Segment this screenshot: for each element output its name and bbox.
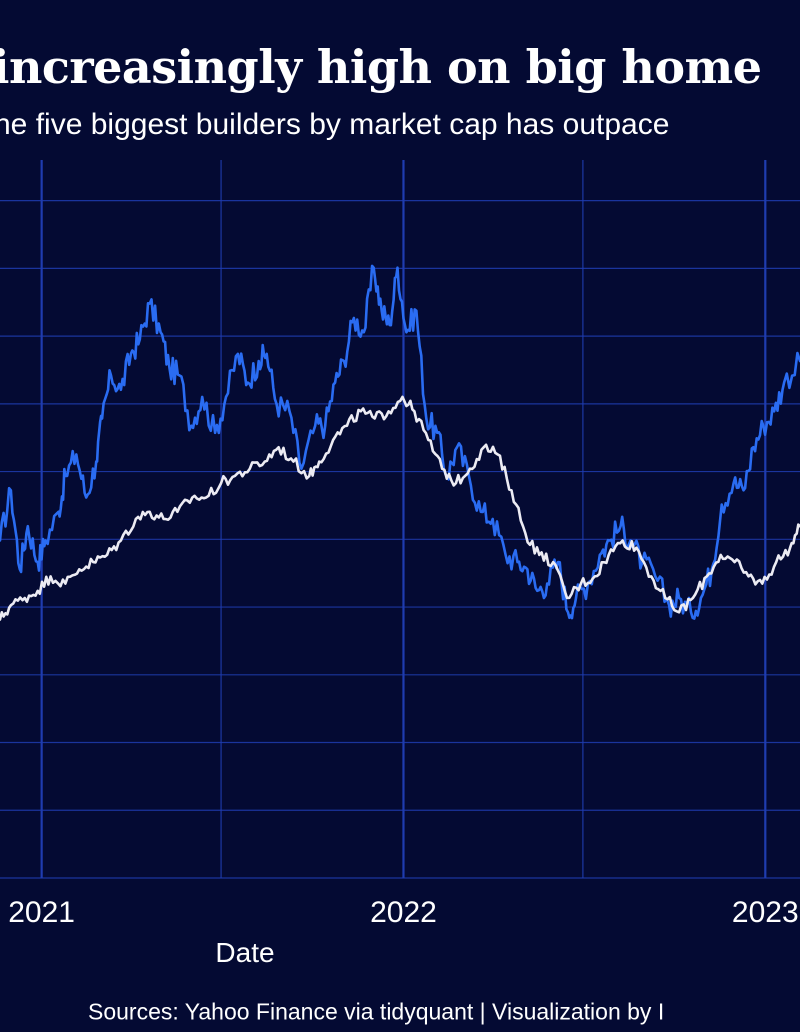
x-tick-labels: 2021 2022 2023 [8,896,798,929]
x-tick-label: 2022 [370,896,437,929]
series-line-benchmark [0,395,800,621]
source-note: Sources: Yahoo Finance via tidyquant | V… [88,998,665,1025]
chart-subtitle: he five biggest builders by market cap h… [0,108,670,141]
series-line-builders [0,264,800,620]
x-axis-label: Date [215,937,274,968]
x-tick-label: 2023 [732,896,799,929]
chart-title: increasingly high on big home [0,40,762,94]
line-chart: 2021 2022 2023 Date [0,160,800,968]
grid [0,160,800,879]
x-tick-label: 2021 [8,896,75,929]
series-lines [0,264,800,621]
